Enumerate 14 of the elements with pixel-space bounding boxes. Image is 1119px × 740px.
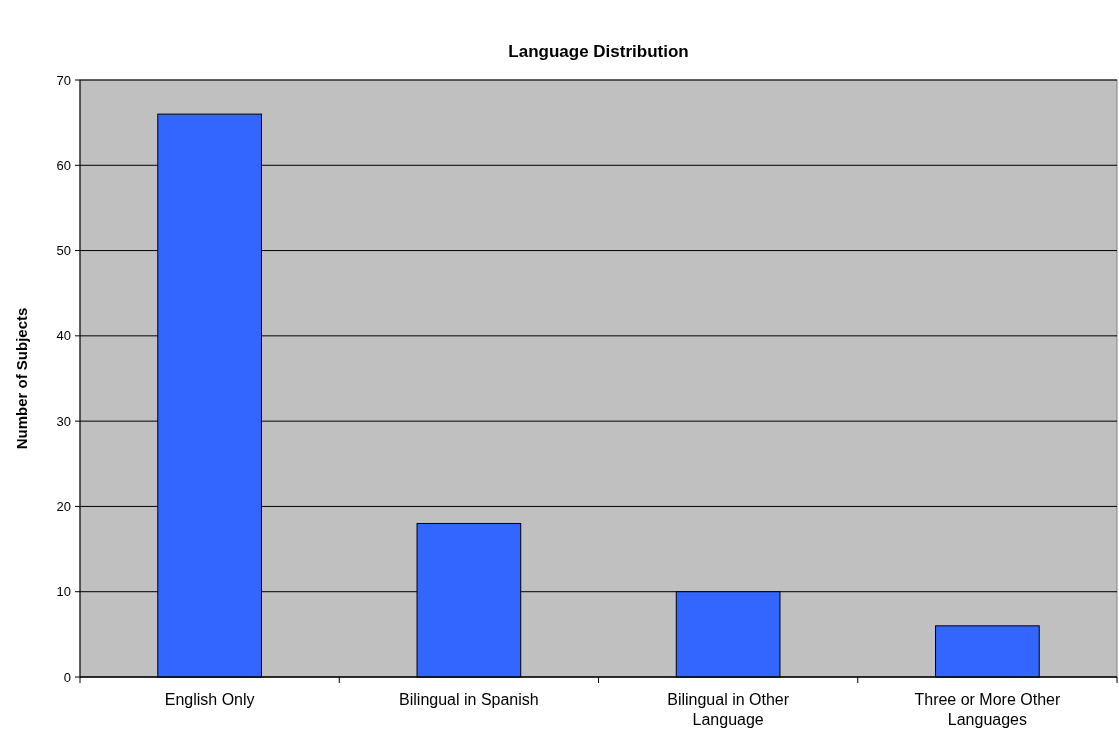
y-tick-label: 70	[56, 72, 71, 88]
x-tick-label: Bilingual in Other Language	[667, 691, 790, 728]
y-tick-label: 50	[56, 243, 71, 259]
y-tick-label: 60	[56, 157, 71, 173]
x-tick-label: Bilingual in Spanish	[399, 691, 539, 708]
chart-title: Language Distribution	[508, 42, 689, 61]
y-tick-label: 20	[56, 498, 71, 514]
x-tick-label: Three or More Other Languages	[914, 691, 1061, 728]
y-tick-label: 10	[56, 584, 71, 600]
y-tick-label: 40	[56, 328, 71, 344]
y-tick-label: 0	[63, 669, 71, 685]
y-tick-label: 30	[56, 413, 71, 429]
x-tick-label: English Only	[164, 691, 255, 708]
y-axis-title: Number of Subjects	[13, 307, 30, 450]
